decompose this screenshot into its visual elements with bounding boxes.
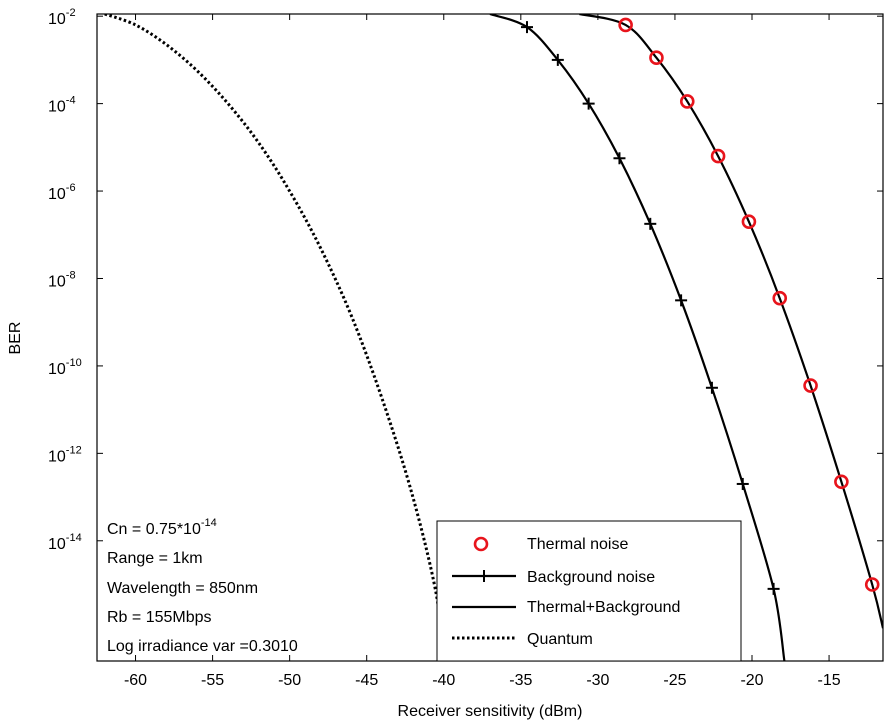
background-noise-point-8 (767, 582, 780, 595)
markers-layer (520, 17, 880, 595)
y-tick-label-1: 10-4 (48, 95, 76, 116)
legend-samples (452, 536, 516, 640)
x-ticks-layer: -60 -55 -50 -45 -40 -35 -30 -25 -20 -15 (124, 14, 841, 689)
thermal-noise-point-0 (618, 17, 633, 33)
y-tick-label-3: 10-8 (48, 269, 76, 290)
legend-sample-background-noise-marker (478, 570, 490, 582)
thermal-noise-point-3 (710, 148, 726, 164)
legend: Thermal noise Background noise Thermal+B… (436, 520, 742, 662)
x-tick-label-6: -30 (586, 672, 609, 689)
y-tick-label-2: 10-6 (48, 182, 76, 203)
y-tick-label-0: 10-2 (48, 7, 76, 28)
thermal-noise-point-5 (772, 290, 788, 306)
legend-label-thermal: Thermal noise (527, 536, 628, 553)
background-noise-point-1 (551, 53, 564, 66)
thermal-noise-point-2 (679, 94, 695, 109)
annotation-rb: Rb = 155Mbps (107, 609, 212, 626)
y-tick-label-5: 10-12 (48, 444, 82, 465)
y-ticks-layer: 10-2 10-4 10-6 10-8 10-10 10-12 10-14 (48, 7, 883, 553)
background-noise-point-6 (705, 381, 718, 394)
legend-label-background: Background noise (527, 569, 655, 586)
x-tick-label-8: -20 (740, 672, 763, 689)
legend-sample-thermal-noise (473, 536, 489, 552)
y-tick-label-6: 10-14 (48, 532, 82, 553)
annotation-range: Range = 1km (107, 550, 203, 567)
x-tick-label-9: -15 (817, 672, 840, 689)
annotation-irradiance: Log irradiance var =0.3010 (107, 638, 298, 655)
thermal-noise-point-1 (649, 50, 664, 66)
series-line-thermal-background (579, 14, 883, 629)
thermal-noise-point-4 (741, 214, 757, 229)
thermal-noise-point-7 (834, 474, 849, 490)
background-noise-point-3 (613, 152, 626, 165)
x-tick-label-2: -50 (278, 672, 301, 689)
y-axis-title: BER (7, 322, 24, 355)
background-noise-point-0 (520, 21, 533, 34)
series-line-quantum (104, 14, 446, 661)
background-noise-point-5 (675, 294, 688, 307)
legend-label-combined: Thermal+Background (527, 599, 680, 616)
x-tick-label-1: -55 (201, 672, 224, 689)
x-tick-label-7: -25 (663, 672, 686, 689)
background-noise-point-7 (736, 477, 749, 490)
x-tick-label-5: -35 (509, 672, 532, 689)
thermal-noise-point-6 (803, 378, 818, 393)
annotation-wavelength: Wavelength = 850nm (107, 580, 258, 597)
series-line-background-curve (489, 14, 786, 661)
background-noise-point-2 (582, 97, 595, 110)
curves-layer (104, 14, 883, 661)
background-noise-point-4 (644, 217, 657, 230)
annotation-cn: Cn = 0.75*10-14 (107, 517, 217, 538)
legend-label-quantum: Quantum (527, 631, 593, 648)
x-tick-label-4: -40 (432, 672, 455, 689)
x-axis-title: Receiver sensitivity (dBm) (398, 703, 583, 720)
thermal-noise-point-8 (864, 577, 880, 592)
annotation-box: Cn = 0.75*10-14 Range = 1km Wavelength =… (107, 517, 298, 655)
y-tick-label-4: 10-10 (48, 357, 82, 378)
x-tick-label-0: -60 (124, 672, 147, 689)
x-tick-label-3: -45 (355, 672, 378, 689)
